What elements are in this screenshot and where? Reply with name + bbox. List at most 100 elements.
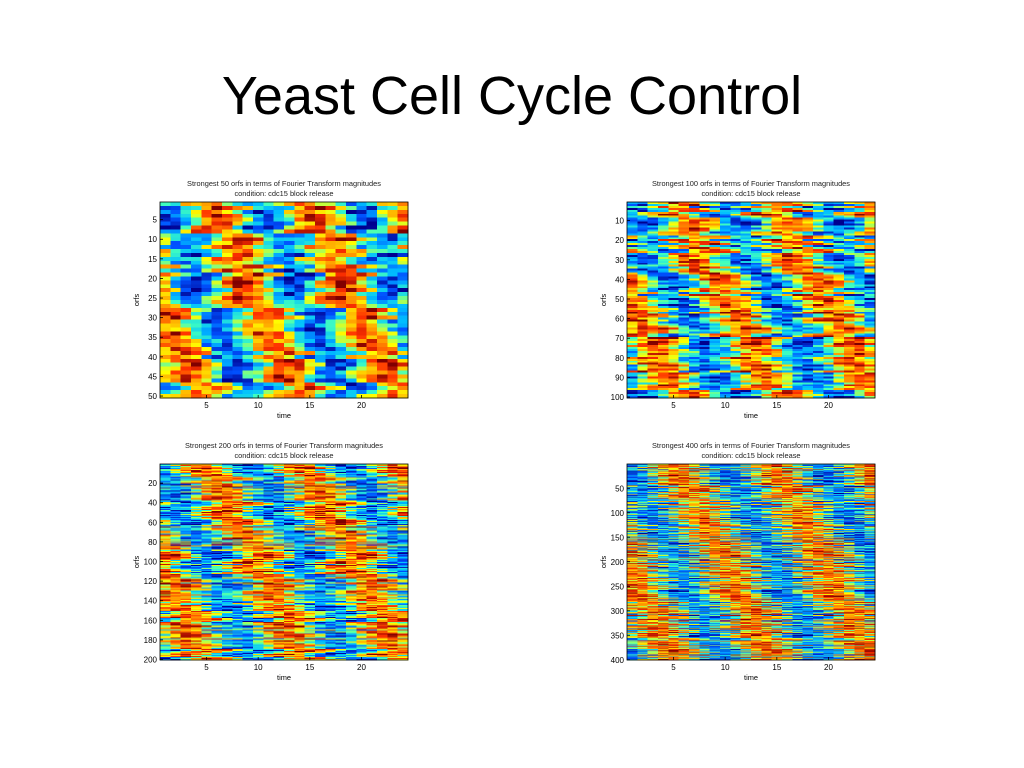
heatmap-cell [191,512,202,514]
heatmap-cell [201,491,212,493]
heatmap-cell [325,241,336,246]
heatmap-cell [263,470,274,473]
heatmap-cell [699,270,710,273]
heatmap-cell [315,498,326,500]
heatmap-cell [833,325,845,328]
heatmap-cell [304,466,316,469]
heatmap-cell [761,311,772,315]
heatmap-cell [397,343,409,348]
heatmap-cell [294,514,305,517]
heatmap-cell [792,366,803,369]
heatmap-cell [844,272,855,275]
heatmap-cell [397,485,409,487]
heatmap-cell [782,221,793,224]
heatmap-cell [627,384,638,387]
heatmap-cell [678,247,690,250]
heatmap-cell [377,354,388,360]
heatmap-cell [833,245,845,248]
heatmap-cell [751,335,762,338]
heatmap-cell [782,396,793,399]
heatmap-cell [294,515,305,518]
heatmap-cell [689,382,700,385]
heatmap-cell [792,390,803,393]
heatmap-cell [709,337,721,340]
heatmap-cell [689,282,700,285]
heatmap-cell [315,471,326,474]
heatmap-cell [689,237,700,240]
heatmap-cell [273,505,285,507]
heatmap-cell [397,499,409,501]
heatmap-cell [304,331,316,336]
heatmap-cell [658,272,669,275]
heatmap-cell [689,235,700,238]
heatmap-cell [294,489,305,491]
heatmap-cell [335,464,347,466]
heatmap-cell [792,343,803,346]
heatmap-cell [647,217,659,220]
heatmap-cell [802,251,814,254]
heatmap-cell [751,313,762,316]
heatmap-cell [658,203,669,207]
heatmap-cell [771,233,783,236]
heatmap-cell [802,303,814,307]
heatmap-cell [222,284,233,289]
heatmap-cell [637,343,648,346]
heatmap-cell [366,487,378,489]
heatmap-cell [315,233,326,238]
heatmap-cell [854,202,865,205]
heatmap-cell [201,501,212,503]
heatmap-cell [802,274,814,277]
heatmap-cell [782,343,793,346]
heatmap-cell [242,464,254,467]
heatmap-cell [864,270,876,273]
heatmap-cell [356,343,367,348]
heatmap-cell [366,464,378,466]
heatmap-cell [833,237,845,240]
heatmap-cell [647,266,659,269]
heatmap-cell [335,202,347,207]
heatmap-cell [627,256,638,260]
heatmap-cell [709,339,721,342]
heatmap-cell [751,396,762,399]
heatmap-cell [678,394,690,397]
heatmap-cell [211,489,223,491]
heatmap-cell [366,343,378,348]
heatmap-cell [730,331,741,334]
heatmap-cell [366,390,378,395]
heatmap-cell [854,313,865,316]
heatmap-cell [263,485,274,487]
heatmap-cell [864,268,876,271]
heatmap-cell [366,486,378,488]
heatmap-cell [627,260,638,264]
heatmap-cell [658,219,669,222]
heatmap-cell [813,235,824,238]
heatmap-cell [325,307,336,313]
heatmap-cell [366,217,378,222]
heatmap-cell [346,335,357,340]
heatmap-cell [304,390,316,395]
heatmap-cell [678,219,690,222]
heatmap-cell [699,392,710,395]
heatmap-cell [823,390,834,393]
heatmap-cell [191,394,202,399]
heatmap-cell [771,390,783,393]
heatmap-cell [263,510,274,512]
heatmap-cell [242,465,254,468]
heatmap-cell [658,372,669,375]
heatmap-cell [802,374,814,377]
heatmap-cell [346,470,357,473]
heatmap-cell [191,508,202,510]
heatmap-cell [782,339,793,342]
heatmap-cell [844,390,855,393]
heatmap-cell [823,372,834,375]
heatmap-cell [170,508,181,510]
heatmap-cell [397,241,409,246]
heatmap-cell [304,311,316,316]
heatmap-cell [699,309,710,313]
heatmap-cell [637,247,648,250]
heatmap-cell [356,496,367,498]
heatmap-cell [304,370,316,375]
heatmap-cell [823,337,834,340]
heatmap-cell [284,473,295,476]
heatmap-cell [201,358,212,364]
